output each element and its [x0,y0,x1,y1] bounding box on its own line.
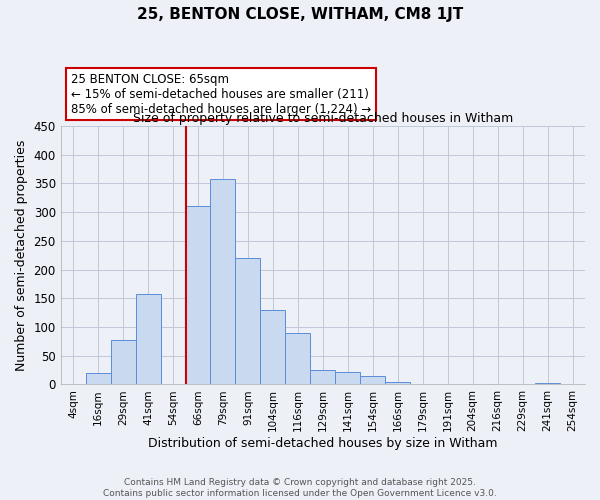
Bar [385,382,410,384]
Bar [360,376,385,384]
Text: 25, BENTON CLOSE, WITHAM, CM8 1JT: 25, BENTON CLOSE, WITHAM, CM8 1JT [137,8,463,22]
Bar [260,310,286,384]
Bar [110,340,136,384]
Text: Contains HM Land Registry data © Crown copyright and database right 2025.
Contai: Contains HM Land Registry data © Crown c… [103,478,497,498]
Bar [185,206,211,384]
X-axis label: Distribution of semi-detached houses by size in Witham: Distribution of semi-detached houses by … [148,437,497,450]
Bar [335,372,360,384]
Title: Size of property relative to semi-detached houses in Witham: Size of property relative to semi-detach… [133,112,513,124]
Bar [286,332,310,384]
Bar [86,373,110,384]
Bar [211,179,235,384]
Bar [136,294,161,384]
Text: 25 BENTON CLOSE: 65sqm
← 15% of semi-detached houses are smaller (211)
85% of se: 25 BENTON CLOSE: 65sqm ← 15% of semi-det… [71,72,371,116]
Bar [235,258,260,384]
Bar [535,382,560,384]
Y-axis label: Number of semi-detached properties: Number of semi-detached properties [15,140,28,371]
Bar [310,370,335,384]
